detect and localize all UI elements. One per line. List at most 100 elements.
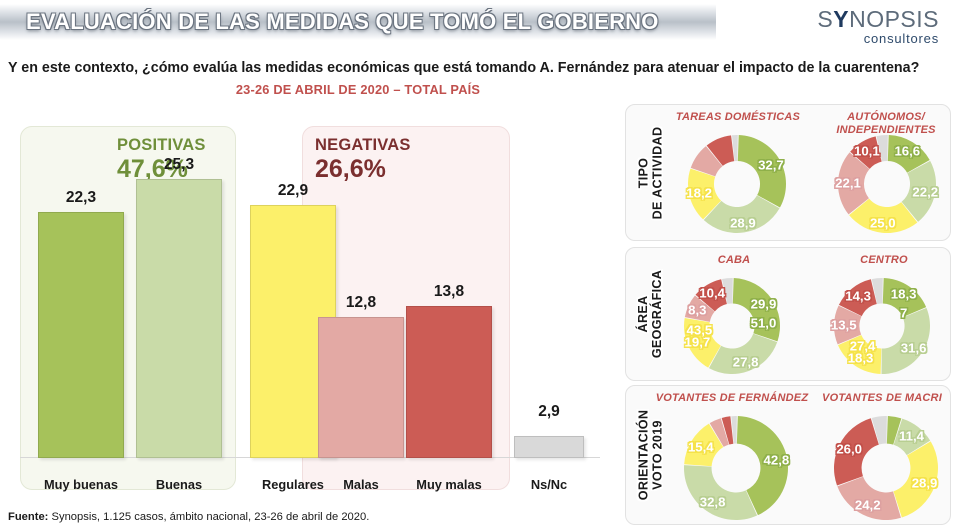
donut-slice[interactable] [732, 278, 780, 342]
donut-chart[interactable]: 11,4 28,9 24,2 26,0 [834, 416, 938, 520]
logo-y-glyph: Y [833, 6, 850, 32]
donut-slice[interactable] [731, 135, 738, 162]
donut-chart[interactable]: 32,7 28,9 18,2 [686, 135, 786, 233]
breakdown-panels: TIPO DE ACTIVIDAD TAREAS DOMÉSTICAS 32,7 28,… [625, 104, 951, 526]
donut-slice[interactable] [886, 416, 902, 445]
panel-orientaci-n-voto-2019: ORIENTACIÓN VOTO 2019 VOTANTES DE FERNÁNDE… [625, 385, 951, 525]
logo-text-post: NOPSIS [849, 6, 939, 32]
synopsis-logo: SYNOPSIS consultores [817, 7, 939, 47]
donut-slice[interactable] [706, 135, 735, 166]
donut-slice-label: 19,7 [684, 334, 711, 350]
bar-value-label: 12,8 [345, 294, 377, 311]
bar-buenas[interactable] [136, 179, 222, 458]
donut-slice[interactable] [849, 198, 918, 233]
bar-value-label: 2,9 [538, 403, 560, 420]
bar-value-label: 25,3 [163, 156, 195, 173]
donut-slice[interactable] [708, 333, 778, 374]
donut-slice-label: 42,8 [763, 452, 790, 468]
donut-slice-label: 11,4 [899, 428, 924, 444]
donut-slice[interactable] [721, 416, 734, 445]
donut-slice-label: 10,4 [699, 285, 725, 301]
bar-group: 13,8 Muy malas [406, 276, 492, 492]
group-label-negativas: NEGATIVAS 26,6% [315, 136, 411, 184]
donut-slice[interactable] [881, 307, 930, 374]
group-negativas-value: 26,6% [315, 155, 386, 183]
group-negativas-name: NEGATIVAS [315, 136, 411, 154]
donut-chart[interactable]: 16,6 22,2 25,0 22,1 10,1 [835, 135, 938, 233]
donut-slice-label: 26,0 [836, 441, 863, 457]
donut-slice[interactable] [893, 418, 931, 456]
bar-category-label: Regulares [262, 477, 324, 492]
date-subtitle: 23-26 DE ABRIL DE 2020 – TOTAL PAÍS [235, 82, 481, 97]
donut-slice[interactable] [737, 135, 786, 208]
donut-slice[interactable] [850, 136, 882, 169]
donut-title: VOTANTES DE MACRI [822, 392, 942, 404]
donut-slice[interactable] [684, 295, 715, 322]
donut-slice[interactable] [684, 465, 758, 520]
group-label-positivas: POSITIVAS 47,6% [117, 136, 206, 184]
bar-muy-buenas[interactable] [38, 212, 124, 458]
bar-muy-malas[interactable] [406, 306, 492, 458]
donut-slice[interactable] [871, 278, 883, 304]
donut-slice[interactable] [684, 317, 721, 368]
donut-slice[interactable] [837, 334, 882, 374]
donut-slice-label: 28,9 [730, 215, 756, 231]
donut-chart[interactable]: 29,9 27,8 19,7 8,3 10,4 51,0 43,5 [684, 278, 780, 374]
bar-ns-nc[interactable] [514, 436, 584, 458]
bar-chart: POSITIVAS 47,6% NEGATIVAS 26,6% 22,3 Muy … [0, 108, 616, 500]
donut-slice[interactable] [688, 168, 722, 220]
group-positivas-value: 47,6% [117, 155, 188, 183]
bar-value-label: 22,9 [277, 182, 309, 199]
logo-wordmark: SYNOPSIS [817, 7, 939, 31]
donut-aggregate-label: 7 [899, 305, 908, 321]
donut-slice[interactable] [887, 135, 930, 173]
panel-section-label: TIPO DE ACTIVIDAD [628, 105, 672, 240]
donut-aggregate-label: 51,0 [750, 315, 777, 331]
donut-slice[interactable] [721, 278, 733, 304]
bar-group: 12,8 Malas [318, 287, 404, 492]
group-positivas-name: POSITIVAS [117, 136, 206, 154]
panel-section-label: ORIENTACIÓN VOTO 2019 [628, 386, 672, 524]
bar-category-label: Buenas [155, 477, 203, 492]
donut-slice[interactable] [901, 160, 936, 222]
page-title: EVALUACIÓN DE LAS MEDIDAS QUE TOMÓ EL GO… [26, 9, 659, 34]
donut-slice[interactable] [695, 279, 727, 312]
donut-slice[interactable] [838, 279, 877, 317]
donut-slice[interactable] [690, 146, 723, 177]
donut-slice[interactable] [731, 416, 737, 444]
source-label: Fuente: [8, 511, 49, 523]
donut-slice[interactable] [837, 476, 901, 520]
donut-slice[interactable] [834, 305, 862, 345]
donut-slice-label: 24,2 [854, 497, 881, 513]
donut-slice-label: 25,0 [869, 215, 896, 231]
donut-slice[interactable] [893, 441, 938, 518]
donut-slice[interactable] [876, 135, 888, 162]
donut-slice-label: 32,8 [699, 494, 726, 510]
donut-slice-label: 29,9 [750, 296, 777, 312]
panel-section-label: ÁREA GEOGRÁFICA [628, 248, 672, 380]
header-band [0, 4, 716, 40]
question-text: Y en este contexto, ¿cómo evalúa las med… [8, 60, 920, 76]
donut-slice[interactable] [703, 195, 780, 233]
donut-slice-label: 22,1 [835, 175, 861, 191]
source-footnote: Fuente: Synopsis, 1.125 casos, ámbito na… [8, 511, 369, 523]
donut-slice[interactable] [834, 418, 879, 486]
bar-category-label: Muy malas [416, 477, 482, 492]
donut-slice[interactable] [882, 278, 927, 318]
panel-tipo-de-actividad: TIPO DE ACTIVIDAD TAREAS DOMÉSTICAS 32,7 28,… [625, 104, 951, 241]
bar-category-label: Ns/Nc [530, 477, 568, 492]
donut-slice-label: 15,4 [687, 439, 714, 455]
donut-slice-label: 27,8 [732, 354, 759, 370]
donut-slice[interactable] [684, 423, 724, 467]
donut-slice[interactable] [709, 418, 729, 447]
donut-title: CENTRO [860, 254, 908, 266]
donut-slice[interactable] [871, 416, 887, 445]
donut-slice-label: 18,2 [686, 185, 712, 201]
donut-slice[interactable] [838, 152, 870, 215]
donut-chart[interactable]: 42,8 32,8 15,4 [684, 416, 790, 520]
panel--rea-geogr-fica: ÁREA GEOGRÁFICA CABA 29,9 27,8 19,7 8,3 10,4 51,… [625, 247, 951, 381]
donut-chart[interactable]: 18,3 31,6 18,3 13,5 14,3 7 27,4 [831, 278, 930, 374]
donut-slice[interactable] [736, 416, 788, 516]
panel-section-label-text: TIPO DE ACTIVIDAD [636, 126, 665, 219]
bar-malas[interactable] [318, 317, 404, 458]
